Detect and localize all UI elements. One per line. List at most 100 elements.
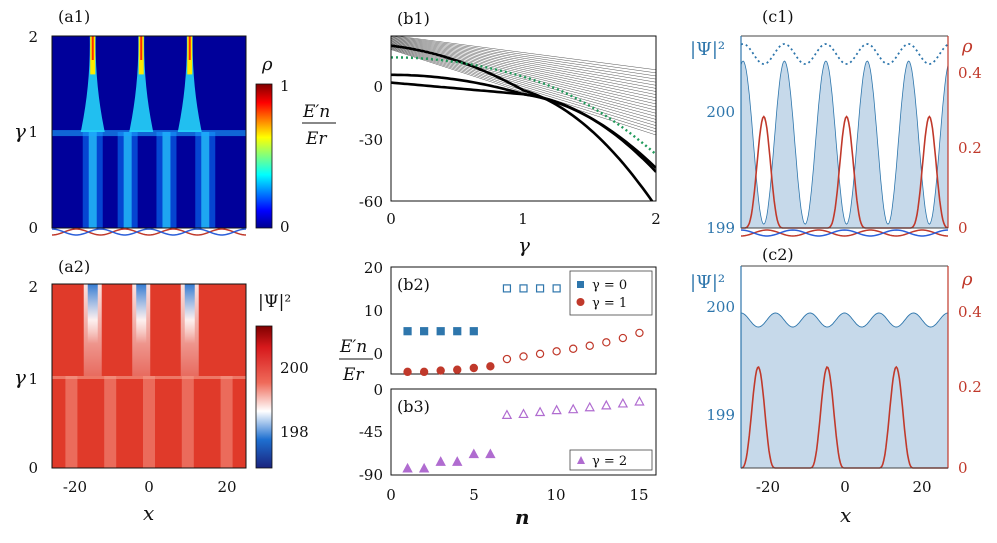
b3-point-gamma2 [518,408,529,419]
b2-point-gamma1 [469,363,479,373]
a1-ylabel: γ [14,119,26,143]
a1-panel-label: (a1) [58,7,90,26]
b1-thin-band [391,41,656,102]
a2-ytick: 0 [28,459,38,477]
b3-point-gamma2 [567,403,579,414]
c2-right-ytick: 0.4 [958,303,982,321]
b3-xtick: 15 [629,486,648,504]
b3-point-gamma2 [485,448,496,459]
c1-rho-curve [741,115,949,229]
a1-colorbar-label: ρ [261,54,273,75]
b2-point-gamma1 [552,347,561,356]
b2-ytick: 20 [364,259,383,277]
a2-xlabel: x [143,501,154,525]
c2-ylabel-right: ρ [961,269,973,290]
b2-axes [390,266,657,375]
b1-thin-band [391,44,656,114]
a2-colorbar-tick: 200 [280,359,309,377]
b2-legend-box [569,270,653,316]
b3-point-gamma2 [534,406,546,417]
c1-wave-blue [740,229,949,237]
c1-right-ytick: 0.2 [958,139,982,157]
b3-point-gamma2 [468,448,480,459]
c1-density-filled [740,60,949,229]
a1-lattice-wave [51,228,247,236]
a1-wave-red [51,228,247,236]
b1-lines [391,36,656,201]
a2-upper-dip [87,284,98,344]
b1-thin-band [391,49,656,136]
b2-point-gamma0 [403,327,412,336]
b1-thin-band [391,37,656,83]
b2-point-gamma1 [419,367,429,377]
b1-thin-band [391,38,656,86]
a1-lower-core [201,132,210,228]
b2-point-gamma0 [453,327,462,336]
b3-axes [390,388,657,476]
c2-right-ytick: 0 [958,459,968,477]
b2-panel-label: (b2) [397,275,430,294]
c2-curves [740,312,949,469]
b1-xtick: 1 [518,210,528,228]
b1-ytick: -30 [359,131,383,149]
a2-ytick: 1 [28,370,38,388]
a2-ytick: 2 [28,278,38,296]
b1-ylabel-den: Er [305,129,327,149]
b1-thin-band [391,45,656,117]
b1-panel-label: (b1) [397,9,430,28]
b1-thin-band [391,40,656,95]
c2-panel-label: (c2) [762,245,794,264]
b1-thin-band [391,41,656,98]
a1-streak-red [140,36,143,60]
a1-lower-core [88,132,97,228]
b1-ytick: 0 [373,78,383,96]
a2-xtick: -20 [63,478,87,496]
b1-thin-band [391,36,656,74]
a1-colorbar [255,83,273,229]
a2-ylabel: γ [14,365,26,389]
c1-left-ytick: 199 [706,219,735,237]
a2-axes [51,283,247,469]
panel-b3: (b3) 0 -45 -90 0 5 10 15 n γ = 2 [359,381,657,529]
b1-thin-band [391,46,656,123]
c1-wave-red [740,229,949,237]
b2-point-gamma1 [568,344,578,353]
b1-thick-band-2 [391,44,654,201]
b2-point-gamma1 [403,367,412,377]
b3-legend-label: γ = 2 [592,454,627,469]
a2-upper-dip [184,284,195,344]
b2-ylabel-num: E′n [339,337,367,357]
b2-ylabel-den: Er [342,365,364,385]
a2-lower-stripe [143,376,155,468]
b3-ytick: -90 [359,466,383,484]
a2-xtick: 0 [144,478,154,496]
b1-thin-band [394,36,656,71]
b1-xlabel: γ [518,233,530,257]
a1-colorbar-tick: 1 [280,77,290,95]
a2-colorbar-label: |Ψ|² [258,292,291,312]
c1-ylabel-left: |Ψ|² [690,39,725,60]
panel-c1: (c1) |Ψ|² ρ 200 199 0 0.2 0.4 [690,7,982,237]
b2-point-gamma1 [635,328,644,338]
b1-thin-band [391,47,656,130]
c2-left-ytick: 200 [706,298,735,316]
b1-thin-band [391,36,656,77]
a2-colorbar [255,325,273,469]
c2-density-filled [740,312,949,469]
b3-xtick: 10 [546,486,565,504]
a2-lower-stripe [220,376,233,468]
b3-xtick: 0 [386,486,396,504]
b1-thin-band [391,37,656,80]
c1-right-ytick: 0.4 [958,64,982,82]
c2-right-ytick: 0.2 [958,378,982,396]
a2-lower-stripe [104,376,117,468]
b2-point-gamma1 [436,366,445,375]
b3-point-gamma2 [551,404,562,415]
b3-ytick: 0 [373,381,383,399]
b3-point-gamma2 [584,401,595,412]
b2-point-gamma0 [519,284,528,293]
b3-xtick: 5 [469,486,479,504]
b2-legend-marker-square [577,281,584,288]
b3-point-gamma2 [617,397,629,408]
